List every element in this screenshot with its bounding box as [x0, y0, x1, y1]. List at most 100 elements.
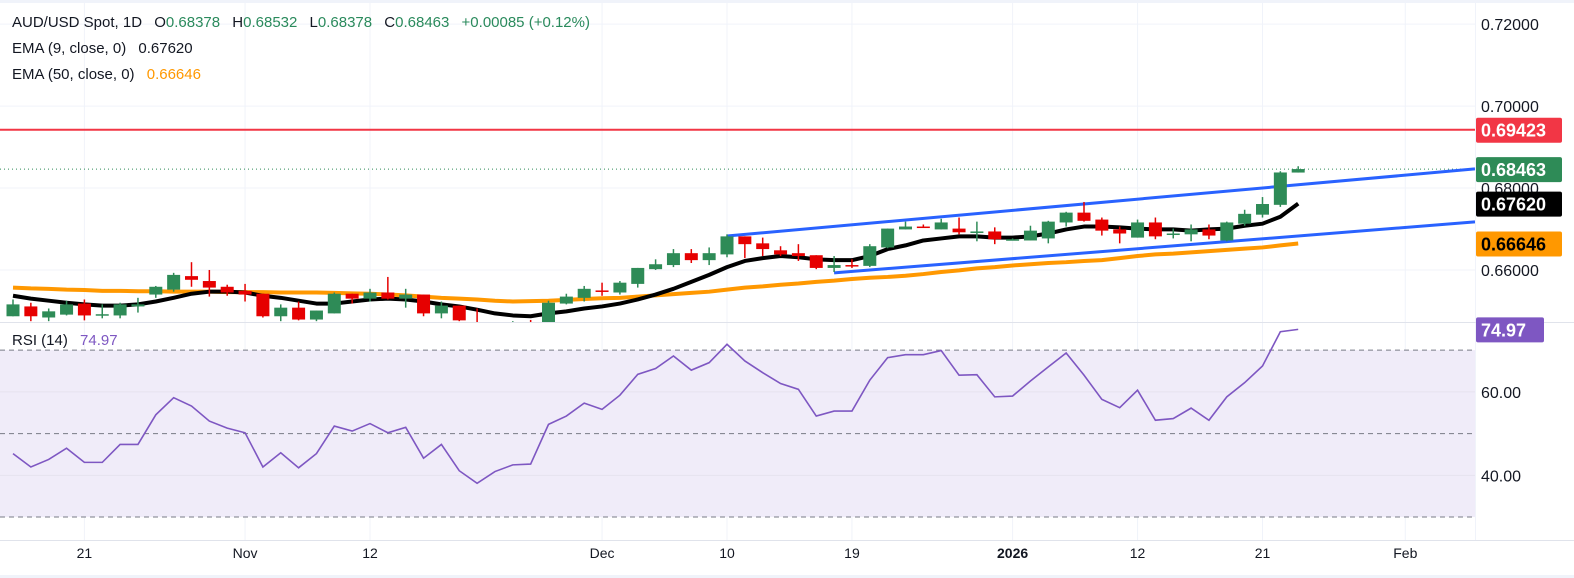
candle-body — [506, 324, 519, 326]
candle[interactable] — [1256, 197, 1269, 218]
candle[interactable] — [131, 297, 145, 313]
candle[interactable] — [220, 284, 234, 296]
candle[interactable] — [434, 301, 448, 319]
candle[interactable] — [542, 300, 555, 330]
candle[interactable] — [934, 218, 948, 230]
candle[interactable] — [684, 249, 698, 264]
candle[interactable] — [309, 310, 323, 322]
candle[interactable] — [185, 262, 198, 287]
candle[interactable] — [488, 323, 501, 335]
candle-body — [738, 236, 752, 245]
candle[interactable] — [6, 299, 20, 317]
candle[interactable] — [666, 249, 680, 268]
candle[interactable] — [559, 293, 573, 305]
candle[interactable] — [1023, 225, 1037, 241]
candle[interactable] — [720, 234, 734, 258]
candle[interactable] — [1041, 220, 1055, 244]
candle[interactable] — [916, 224, 930, 229]
candle-body — [791, 253, 805, 257]
candle-body — [42, 311, 56, 318]
candle[interactable] — [274, 304, 288, 322]
rsi-line[interactable] — [12, 328, 1299, 485]
candle-body — [666, 253, 680, 266]
candle-body — [524, 324, 537, 327]
candle[interactable] — [881, 228, 895, 249]
candle[interactable] — [256, 293, 270, 318]
candle[interactable] — [899, 221, 912, 230]
candle[interactable] — [1291, 166, 1305, 173]
candle[interactable] — [149, 285, 163, 298]
candle-body — [95, 314, 109, 316]
candle[interactable] — [577, 285, 591, 302]
candle[interactable] — [167, 272, 181, 292]
candle[interactable] — [845, 259, 859, 268]
candle[interactable] — [524, 319, 537, 331]
price-pane[interactable] — [0, 128, 1475, 336]
candle-body — [988, 231, 1002, 240]
candle-body — [488, 327, 501, 330]
candle[interactable] — [327, 292, 341, 314]
rsi-legend[interactable]: RSI (14) 74.97 — [12, 332, 118, 349]
upper-channel-trendline[interactable] — [726, 167, 1475, 238]
candle-body — [1166, 233, 1180, 236]
candle[interactable] — [381, 276, 395, 300]
ema50-legend[interactable]: EMA (50, close, 0) 0.66646 — [12, 62, 590, 88]
candle[interactable] — [24, 302, 38, 322]
candle[interactable] — [613, 281, 627, 295]
candle[interactable] — [1238, 209, 1252, 226]
candle[interactable] — [952, 217, 966, 235]
candle[interactable] — [863, 244, 877, 268]
candle[interactable] — [774, 246, 788, 257]
candle[interactable] — [1095, 217, 1109, 236]
candle[interactable] — [1006, 238, 1020, 241]
candle[interactable] — [1059, 211, 1073, 227]
candle[interactable] — [399, 288, 413, 308]
candle-body — [595, 290, 609, 292]
candle-body — [1291, 169, 1305, 173]
candle[interactable] — [1184, 224, 1198, 242]
candle[interactable] — [631, 267, 645, 288]
candle[interactable] — [1220, 221, 1234, 242]
candle[interactable] — [292, 301, 306, 321]
candle[interactable] — [1077, 201, 1091, 222]
candle[interactable] — [1273, 171, 1287, 207]
candle[interactable] — [988, 227, 1002, 245]
candle-body — [1273, 172, 1287, 205]
candle-body — [1220, 222, 1234, 241]
candle[interactable] — [363, 288, 377, 302]
candle[interactable] — [1113, 226, 1127, 244]
price-axis-label: 0.72000 — [1481, 17, 1539, 34]
candle[interactable] — [756, 237, 770, 257]
candle[interactable] — [649, 259, 663, 270]
ema9-legend[interactable]: EMA (9, close, 0) 0.67620 — [12, 36, 590, 62]
candle[interactable] — [1131, 219, 1145, 238]
candle[interactable] — [471, 308, 484, 331]
candle[interactable] — [417, 294, 431, 317]
candle[interactable] — [1166, 228, 1180, 239]
candle[interactable] — [1148, 217, 1162, 240]
high-value: 0.68532 — [243, 14, 298, 31]
candle[interactable] — [77, 299, 91, 321]
candle-body — [952, 228, 966, 233]
candle[interactable] — [113, 302, 127, 319]
candle[interactable] — [827, 256, 841, 273]
candle[interactable] — [738, 236, 752, 259]
candle[interactable] — [345, 293, 359, 304]
lower-channel-trendline[interactable] — [833, 220, 1475, 275]
candle[interactable] — [95, 304, 109, 319]
candle[interactable] — [60, 300, 74, 316]
candle[interactable] — [970, 221, 984, 242]
candle[interactable] — [595, 282, 609, 296]
candle[interactable] — [791, 244, 805, 261]
candle[interactable] — [202, 269, 216, 297]
candle[interactable] — [809, 255, 823, 270]
candle[interactable] — [702, 247, 716, 266]
symbol-title[interactable]: AUD/USD Spot, 1D — [12, 14, 143, 31]
candle-body — [1148, 222, 1162, 237]
candle[interactable] — [42, 308, 56, 322]
axes[interactable]: 21 Nov 12 Dec 10 19 2026 12 21 Feb 0.72000 0.70000 0… — [77, 17, 1562, 561]
candle[interactable] — [238, 283, 252, 302]
candle[interactable] — [1202, 224, 1216, 240]
candle[interactable] — [452, 305, 466, 322]
